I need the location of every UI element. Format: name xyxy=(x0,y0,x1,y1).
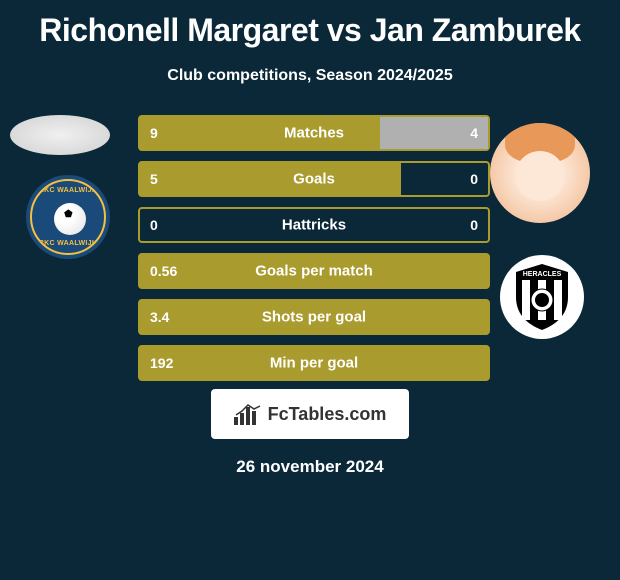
stat-row: 192Min per goal xyxy=(138,345,490,381)
stat-row: 00Hattricks xyxy=(138,207,490,243)
team1-name-top: RKC WAALWIJK xyxy=(32,187,104,194)
team1-name-bot: RKC WAALWIJK xyxy=(32,240,104,247)
page-title: Richonell Margaret vs Jan Zamburek xyxy=(0,0,620,49)
stat-label: Shots per goal xyxy=(140,309,488,326)
stat-row: 50Goals xyxy=(138,161,490,197)
team1-badge: RKC WAALWIJK RKC WAALWIJK xyxy=(26,175,110,259)
team2-name: HERACLES xyxy=(523,271,562,278)
soccer-ball-icon xyxy=(54,203,86,235)
fctables-icon xyxy=(234,403,262,425)
player2-avatar xyxy=(490,123,590,223)
stat-row: 3.4Shots per goal xyxy=(138,299,490,335)
subtitle: Club competitions, Season 2024/2025 xyxy=(0,67,620,85)
team2-badge: HERACLES xyxy=(500,255,584,339)
heracles-shield-icon: HERACLES xyxy=(512,262,572,332)
stat-label: Min per goal xyxy=(140,355,488,372)
stat-row: 94Matches xyxy=(138,115,490,151)
stat-label: Hattricks xyxy=(140,217,488,234)
stat-label: Goals xyxy=(140,171,488,188)
stat-label: Goals per match xyxy=(140,263,488,280)
footer-date: 26 november 2024 xyxy=(0,457,620,477)
brand-text: FcTables.com xyxy=(268,404,387,425)
player1-avatar xyxy=(10,115,110,155)
stat-row: 0.56Goals per match xyxy=(138,253,490,289)
comparison-panel: RKC WAALWIJK RKC WAALWIJK HERACLES 94Mat… xyxy=(0,115,620,375)
stat-bars: 94Matches 50Goals 00Hattricks 0.56Goals per… xyxy=(138,115,490,391)
stat-label: Matches xyxy=(140,125,488,142)
brand-badge: FcTables.com xyxy=(211,389,409,439)
